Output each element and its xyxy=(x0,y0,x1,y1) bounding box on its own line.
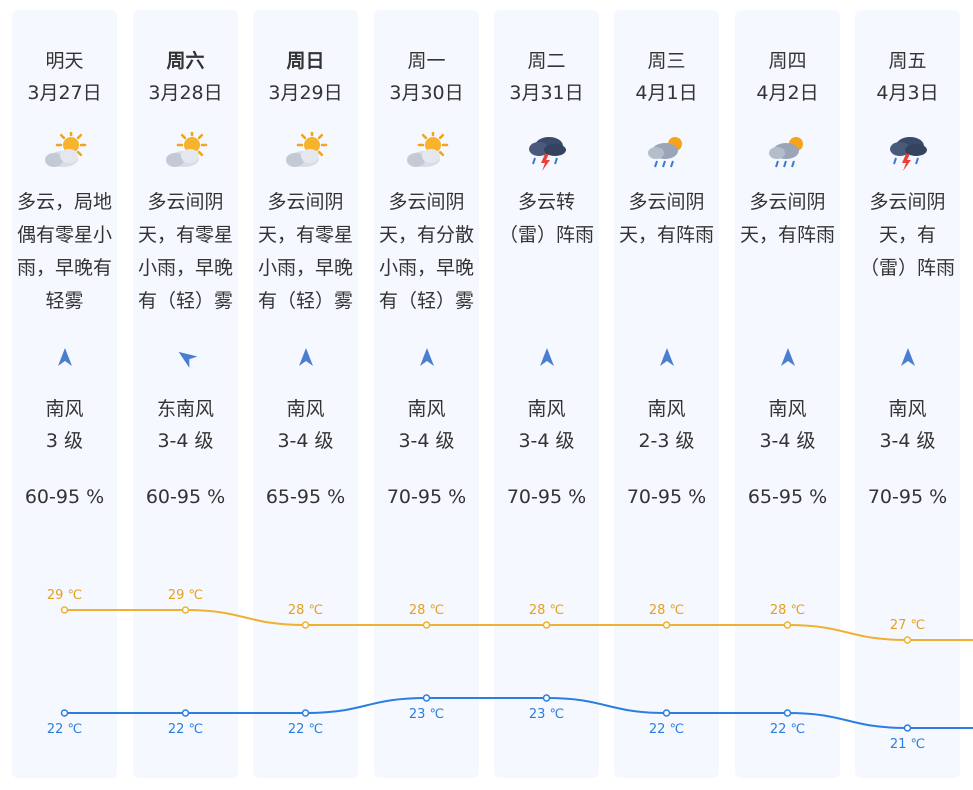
humidity-range: 60-95 % xyxy=(24,486,105,508)
north-arrow-icon xyxy=(777,346,799,368)
partly-cloudy-sun-icon xyxy=(41,129,89,172)
wind-direction: 南风 xyxy=(768,398,807,420)
north-arrow-icon xyxy=(656,346,678,368)
weather-description: 多云间阴 天，有阵雨 xyxy=(739,191,835,246)
humidity-range: 60-95 % xyxy=(145,486,226,508)
wind-direction: 南风 xyxy=(527,398,566,420)
humidity-range: 65-95 % xyxy=(265,486,346,508)
weather-description: 多云转 （雷）阵雨 xyxy=(498,191,594,246)
north-arrow-icon xyxy=(295,346,317,368)
wind-direction: 南风 xyxy=(888,398,927,420)
date-label: 3月30日 xyxy=(389,82,464,104)
weather-description: 多云间阴 天，有零星 小雨，早晚 有（轻）雾 xyxy=(257,191,353,312)
wind-direction: 南风 xyxy=(647,398,686,420)
forecast-day-column[interactable]: 周六 3月28日多云间阴 天，有零星 小雨，早晚 有（轻）雾东南风 3-4 级 60-… xyxy=(133,10,238,778)
forecast-day-column[interactable]: 周日 3月29日多云间阴 天，有零星 小雨，早晚 有（轻）雾南风 3-4 级 65-9… xyxy=(253,10,358,778)
day-label: 周三 xyxy=(647,50,686,72)
partly-cloudy-sun-icon xyxy=(162,129,210,172)
forecast-day-column[interactable]: 周五 4月3日多云间阴 天，有 （雷）阵雨南风 3-4 级 70-95 % xyxy=(855,10,960,778)
wind-level: 2-3 级 xyxy=(638,430,695,452)
day-label: 明天 xyxy=(45,50,84,72)
date-label: 4月2日 xyxy=(756,82,819,104)
date-label: 4月3日 xyxy=(876,82,939,104)
partly-cloudy-sun-icon xyxy=(403,129,451,172)
date-label: 3月29日 xyxy=(268,82,343,104)
forecast-day-column[interactable]: 周四 4月2日多云间阴 天，有阵雨南风 3-4 级 65-95 % xyxy=(735,10,840,778)
weather-description: 多云间阴 天，有分散 小雨，早晚 有（轻）雾 xyxy=(378,191,474,312)
date-label: 3月31日 xyxy=(509,82,584,104)
humidity-range: 70-95 % xyxy=(867,486,948,508)
north-arrow-icon xyxy=(897,346,919,368)
day-label: 周六 xyxy=(166,50,205,72)
wind-direction: 南风 xyxy=(407,398,446,420)
north-arrow-icon xyxy=(416,346,438,368)
forecast-day-column[interactable]: 周一 3月30日多云间阴 天，有分散 小雨，早晚 有（轻）雾南风 3-4 级 70-9… xyxy=(374,10,479,778)
day-label: 周四 xyxy=(768,50,807,72)
north-arrow-icon xyxy=(536,346,558,368)
wind-level: 3-4 级 xyxy=(518,430,575,452)
forecast-day-column[interactable]: 明天 3月27日多云，局地 偶有零星小 雨，早晚有 轻雾南风 3 级 60-95 % xyxy=(12,10,117,778)
wind-level: 3-4 级 xyxy=(157,430,214,452)
humidity-range: 70-95 % xyxy=(626,486,707,508)
humidity-range: 65-95 % xyxy=(747,486,828,508)
north-arrow-icon xyxy=(54,346,76,368)
forecast-day-column[interactable]: 周二 3月31日多云转 （雷）阵雨南风 3-4 级 70-95 % xyxy=(494,10,599,778)
wind-level: 3-4 级 xyxy=(759,430,816,452)
date-label: 4月1日 xyxy=(635,82,698,104)
humidity-range: 70-95 % xyxy=(506,486,587,508)
wind-direction: 南风 xyxy=(286,398,325,420)
date-label: 3月28日 xyxy=(148,82,223,104)
date-label: 3月27日 xyxy=(27,82,102,104)
weather-description: 多云，局地 偶有零星小 雨，早晚有 轻雾 xyxy=(16,191,112,312)
cloud-sun-rain-icon xyxy=(643,132,691,172)
day-label: 周日 xyxy=(286,50,325,72)
wind-level: 3-4 级 xyxy=(277,430,334,452)
weather-description: 多云间阴 天，有阵雨 xyxy=(618,191,714,246)
partly-cloudy-sun-icon xyxy=(282,129,330,172)
cloud-sun-rain-icon xyxy=(764,132,812,172)
wind-level: 3-4 级 xyxy=(879,430,936,452)
wind-level: 3 级 xyxy=(45,430,84,452)
wind-level: 3-4 级 xyxy=(398,430,455,452)
day-label: 周二 xyxy=(527,50,566,72)
day-label: 周一 xyxy=(407,50,446,72)
thunderstorm-icon xyxy=(523,132,571,172)
wind-direction: 东南风 xyxy=(156,398,214,420)
weather-description: 多云间阴 天，有零星 小雨，早晚 有（轻）雾 xyxy=(137,191,233,312)
wind-direction: 南风 xyxy=(45,398,84,420)
day-label: 周五 xyxy=(888,50,927,72)
northwest-arrow-icon xyxy=(175,346,197,368)
forecast-day-column[interactable]: 周三 4月1日多云间阴 天，有阵雨南风 2-3 级 70-95 % xyxy=(614,10,719,778)
weather-description: 多云间阴 天，有 （雷）阵雨 xyxy=(859,191,955,279)
humidity-range: 70-95 % xyxy=(386,486,467,508)
thunderstorm-icon xyxy=(884,132,932,172)
